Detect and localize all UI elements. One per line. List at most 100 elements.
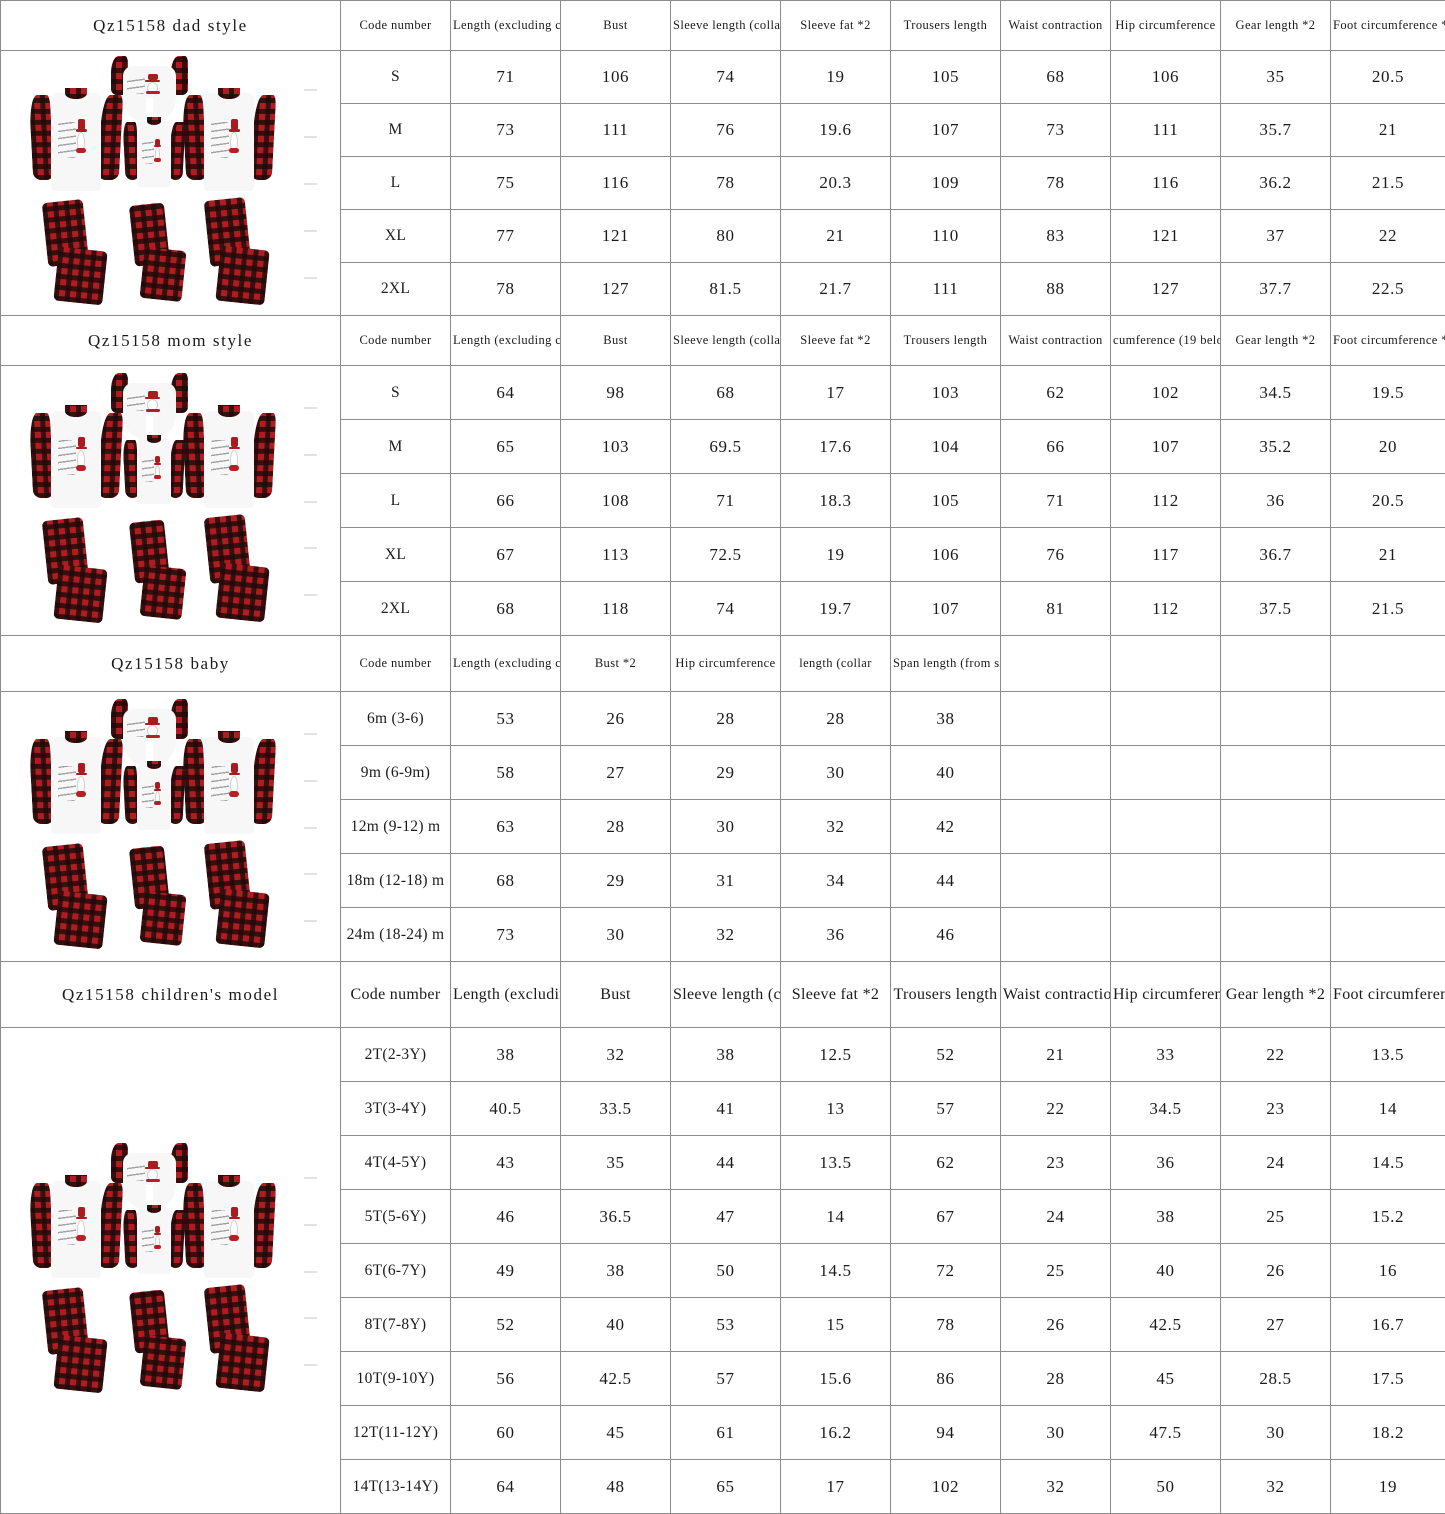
measurement-value: 42 bbox=[891, 800, 1001, 854]
column-header-mom-1: Length (excluding collar height) bbox=[451, 316, 561, 366]
measurement-value: 53 bbox=[671, 1298, 781, 1352]
photo-ruler-tick bbox=[304, 733, 317, 735]
empty-cell bbox=[1331, 908, 1445, 962]
measurement-value: 21 bbox=[1331, 104, 1445, 157]
measurement-value: 42.5 bbox=[1111, 1298, 1221, 1352]
measurement-value: 36 bbox=[1221, 474, 1331, 528]
measurement-value: 108 bbox=[561, 474, 671, 528]
photo-ruler-tick bbox=[304, 277, 317, 279]
measurement-value: 81.5 bbox=[671, 263, 781, 316]
slogan-text-graphic bbox=[211, 1210, 229, 1245]
measurement-value: 71 bbox=[1001, 474, 1111, 528]
measurement-value: 127 bbox=[561, 263, 671, 316]
measurement-value: 35 bbox=[561, 1136, 671, 1190]
measurement-value: 27 bbox=[1221, 1298, 1331, 1352]
photo-ruler-tick bbox=[304, 89, 317, 91]
measurement-value: 18.3 bbox=[781, 474, 891, 528]
measurement-value: 48 bbox=[561, 1460, 671, 1514]
measurement-value: 44 bbox=[891, 854, 1001, 908]
pajama-top bbox=[184, 87, 274, 191]
photo-ruler-tick bbox=[304, 780, 317, 782]
measurement-value: 78 bbox=[891, 1298, 1001, 1352]
measurement-value: 37 bbox=[1221, 210, 1331, 263]
measurement-value: 20.3 bbox=[781, 157, 891, 210]
measurement-value: 32 bbox=[1221, 1460, 1331, 1514]
sleeve-right bbox=[98, 95, 123, 180]
measurement-value: 78 bbox=[1001, 157, 1111, 210]
measurement-value: 19.7 bbox=[781, 582, 891, 636]
measurement-value: 40 bbox=[561, 1298, 671, 1352]
measurement-value: 56 bbox=[451, 1352, 561, 1406]
measurement-value: 36.5 bbox=[561, 1190, 671, 1244]
pajama-set-illustration bbox=[21, 1141, 321, 1401]
measurement-value: 22 bbox=[1331, 210, 1445, 263]
measurement-value: 74 bbox=[671, 582, 781, 636]
pajama-top bbox=[124, 1204, 184, 1274]
measurement-value: 68 bbox=[1001, 51, 1111, 104]
empty-cell bbox=[1001, 908, 1111, 962]
measurement-value: 76 bbox=[671, 104, 781, 157]
pajama-set-illustration bbox=[21, 371, 321, 631]
column-header-children-0: Code number bbox=[341, 962, 451, 1028]
measurement-value: 38 bbox=[1111, 1190, 1221, 1244]
measurement-value: 46 bbox=[891, 908, 1001, 962]
product-image-dad bbox=[1, 51, 341, 316]
pajama-top bbox=[124, 117, 184, 187]
column-header-mom-4: Sleeve fat *2 bbox=[781, 316, 891, 366]
slogan-text-graphic bbox=[211, 766, 229, 801]
measurement-value: 69.5 bbox=[671, 420, 781, 474]
measurement-value: 17 bbox=[781, 1460, 891, 1514]
empty-cell bbox=[1221, 908, 1331, 962]
measurement-value: 107 bbox=[891, 582, 1001, 636]
size-code: 12m (9-12) m bbox=[341, 800, 451, 854]
measurement-value: 117 bbox=[1111, 528, 1221, 582]
pajama-pants bbox=[132, 847, 189, 946]
photo-ruler-tick bbox=[304, 1224, 317, 1226]
shirt-collar bbox=[65, 731, 87, 742]
slogan-text-graphic bbox=[211, 122, 229, 157]
measurement-value: 45 bbox=[561, 1406, 671, 1460]
section-title-dad: Qz15158 dad style bbox=[1, 1, 341, 51]
measurement-value: 46 bbox=[451, 1190, 561, 1244]
measurement-value: 30 bbox=[561, 908, 671, 962]
measurement-value: 68 bbox=[451, 582, 561, 636]
measurement-value: 105 bbox=[891, 474, 1001, 528]
column-header-mom-3: Sleeve length (collar edge) bbox=[671, 316, 781, 366]
measurement-value: 21.5 bbox=[1331, 157, 1445, 210]
measurement-value: 30 bbox=[1221, 1406, 1331, 1460]
measurement-value: 58 bbox=[451, 746, 561, 800]
measurement-value: 66 bbox=[451, 474, 561, 528]
measurement-value: 22 bbox=[1221, 1028, 1331, 1082]
measurement-value: 26 bbox=[561, 692, 671, 746]
photo-ruler-tick bbox=[304, 454, 317, 456]
measurement-value: 107 bbox=[891, 104, 1001, 157]
measurement-value: 30 bbox=[671, 800, 781, 854]
measurement-value: 38 bbox=[561, 1244, 671, 1298]
pajama-pants bbox=[45, 1289, 111, 1393]
photo-ruler-tick bbox=[304, 501, 317, 503]
measurement-value: 102 bbox=[891, 1460, 1001, 1514]
column-header-baby-1: Length (excluding collar height) bbox=[451, 636, 561, 692]
section-title-children: Qz15158 children's model bbox=[1, 962, 341, 1028]
measurement-value: 19 bbox=[1331, 1460, 1445, 1514]
measurement-value: 73 bbox=[451, 104, 561, 157]
pajama-top bbox=[184, 730, 274, 834]
pajama-pants bbox=[45, 519, 111, 623]
measurement-value: 78 bbox=[451, 263, 561, 316]
measurement-value: 116 bbox=[1111, 157, 1221, 210]
baby-romper bbox=[111, 371, 189, 441]
measurement-value: 23 bbox=[1001, 1136, 1111, 1190]
sleeve-right bbox=[251, 739, 276, 824]
measurement-value: 40 bbox=[891, 746, 1001, 800]
pajama-top bbox=[31, 87, 121, 191]
measurement-value: 94 bbox=[891, 1406, 1001, 1460]
photo-ruler-tick bbox=[304, 547, 317, 549]
measurement-value: 26 bbox=[1221, 1244, 1331, 1298]
pajama-top bbox=[124, 434, 184, 504]
measurement-value: 20.5 bbox=[1331, 51, 1445, 104]
product-image-baby bbox=[1, 692, 341, 962]
measurement-value: 40 bbox=[1111, 1244, 1221, 1298]
